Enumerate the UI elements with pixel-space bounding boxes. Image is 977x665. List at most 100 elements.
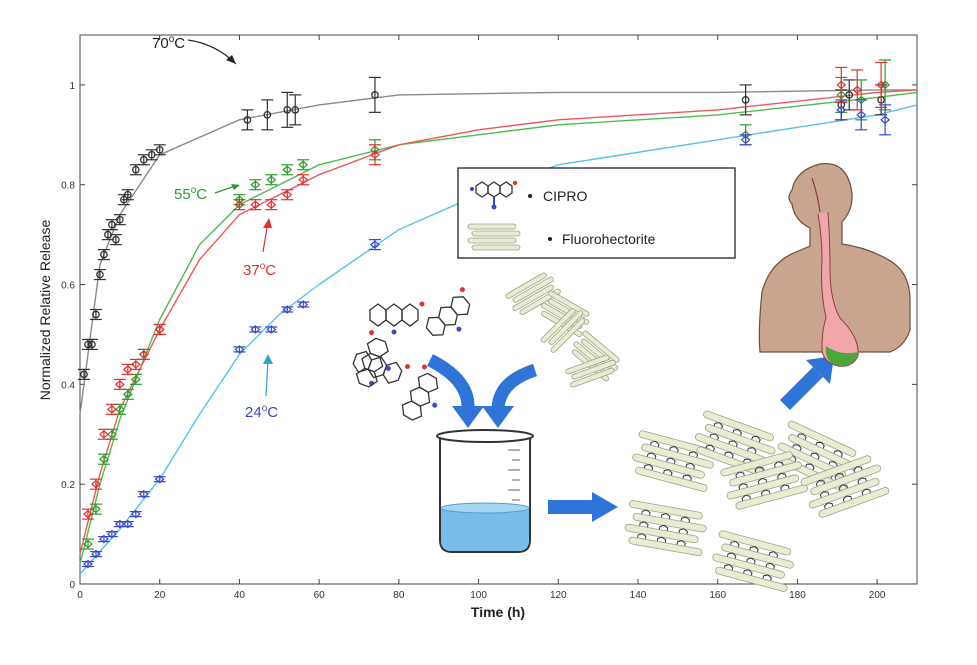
y-tick-label: 0.4 — [61, 380, 75, 391]
data-point — [81, 508, 94, 520]
composite-stack — [624, 500, 707, 557]
data-point — [153, 144, 166, 156]
clay-stacks-illustration — [505, 272, 620, 388]
data-point — [97, 534, 110, 544]
legend: CIPRO Fluorohectorite — [457, 167, 736, 259]
data-point — [249, 325, 262, 334]
data-point — [97, 428, 110, 440]
annotation-24c-arrowhead — [263, 354, 273, 364]
data-point — [835, 66, 848, 103]
data-point — [153, 323, 166, 336]
clay-stack — [565, 354, 616, 388]
x-tick-label: 200 — [869, 590, 886, 601]
data-point — [81, 559, 94, 569]
arrow-composite-to-body-head — [806, 356, 834, 384]
data-point — [105, 428, 118, 440]
legend-label-fluorohectorite: Fluorohectorite — [562, 231, 656, 247]
data-point — [281, 91, 294, 128]
composite-stack — [800, 455, 890, 518]
composite-stack — [712, 530, 794, 592]
data-point — [281, 189, 294, 201]
annotation-24c-arrow — [265, 359, 269, 397]
arrow-composite-to-body — [780, 367, 823, 410]
annotation-24c: 24oC — [245, 354, 278, 421]
drug-clay-composite-illustration — [624, 410, 890, 592]
data-markers — [77, 59, 892, 569]
beaker-icon — [436, 429, 534, 553]
data-point — [368, 144, 381, 166]
data-point — [81, 538, 94, 550]
data-point — [89, 549, 102, 559]
arrow-beaker-to-composite-head — [592, 492, 618, 522]
data-point — [113, 214, 126, 226]
x-tick-label: 0 — [77, 590, 83, 601]
y-tick-label: 1 — [69, 81, 75, 92]
data-point — [297, 174, 310, 186]
x-axis-label: Time (h) — [471, 604, 525, 620]
data-point — [835, 99, 848, 121]
annotation-37c-arrowhead — [263, 218, 272, 228]
data-point — [105, 403, 118, 415]
data-point — [137, 348, 150, 361]
human-torso-icon — [758, 162, 911, 367]
legend-label-cipro: CIPRO — [543, 188, 587, 204]
y-tick-label: 0.6 — [61, 281, 75, 292]
data-point — [368, 239, 381, 251]
composite-stack — [720, 451, 809, 510]
annotation-70c-arrowhead — [226, 55, 236, 64]
y-axis-label: Normalized Relative Release — [37, 220, 53, 401]
data-point — [77, 368, 90, 380]
plot-frame — [79, 34, 918, 585]
x-tick-label: 120 — [550, 590, 567, 601]
data-point — [879, 104, 892, 136]
x-tick-label: 140 — [630, 590, 647, 601]
data-point — [265, 199, 278, 211]
data-point — [875, 61, 888, 108]
data-point — [739, 84, 752, 116]
data-point — [261, 99, 274, 131]
data-point — [855, 99, 868, 131]
arrow-cipro-to-beaker — [426, 354, 475, 411]
legend-bullet — [548, 237, 552, 241]
data-point — [97, 249, 110, 261]
data-point — [297, 300, 310, 309]
y-tick-label: 0.8 — [61, 181, 75, 192]
data-point — [121, 189, 134, 201]
data-point — [93, 268, 106, 281]
series-3 — [81, 99, 892, 569]
x-tick-label: 160 — [709, 590, 726, 601]
annotation-37c-label: 37oC — [243, 261, 276, 279]
x-tick-label: 20 — [154, 590, 166, 601]
annotation-55c: 55oC — [174, 184, 240, 203]
data-point — [129, 358, 142, 370]
data-point — [113, 378, 126, 390]
data-point — [739, 134, 752, 146]
data-point — [97, 453, 110, 465]
annotation-55c-label: 55oC — [174, 185, 207, 203]
x-tick-label: 80 — [393, 590, 405, 601]
data-point — [89, 308, 102, 321]
data-point — [137, 489, 150, 499]
data-point — [281, 164, 294, 176]
data-point — [281, 305, 294, 314]
data-point — [241, 109, 254, 131]
arrow-cipro-to-beaker-head — [452, 406, 484, 428]
cipro-molecules-illustration — [352, 287, 471, 421]
data-point — [85, 338, 98, 351]
y-tick-label: 0 — [69, 580, 75, 591]
data-point — [145, 149, 158, 161]
y-tick-label: 0.2 — [61, 480, 75, 491]
arrow-beaker-to-composite — [548, 500, 594, 514]
annotation-37c: 37oC — [243, 218, 276, 279]
x-tick-label: 100 — [470, 590, 487, 601]
arrow-clay-to-beaker — [491, 363, 538, 411]
fit-line-0 — [79, 89, 917, 415]
annotation-55c-arrowhead — [231, 184, 240, 190]
data-point — [129, 509, 142, 519]
annotation-24c-label: 24oC — [245, 403, 278, 421]
clay-platelets-icon — [467, 223, 521, 251]
data-point — [265, 174, 278, 186]
data-point — [129, 164, 142, 176]
data-point — [368, 76, 381, 113]
